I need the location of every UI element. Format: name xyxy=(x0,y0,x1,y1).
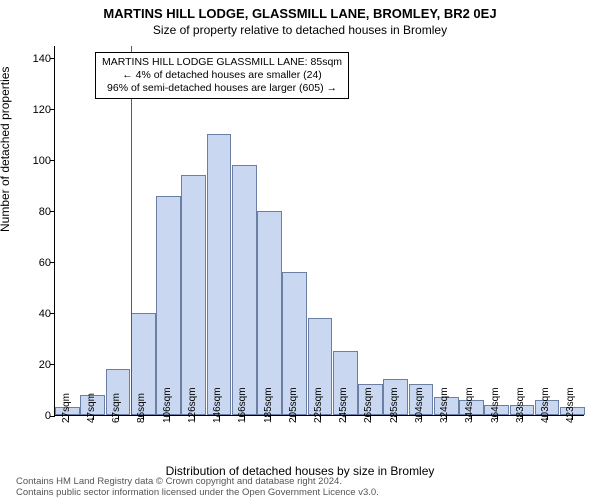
xtick-label: 324sqm xyxy=(439,387,450,423)
credit-text: Contains HM Land Registry data © Crown c… xyxy=(16,477,379,498)
xtick-label: 344sqm xyxy=(464,387,475,423)
ytick-label: 140 xyxy=(33,53,51,65)
histogram-bar xyxy=(181,175,206,415)
xtick-label: 304sqm xyxy=(414,387,425,423)
xtick-label: 364sqm xyxy=(490,387,501,423)
annotation-line3: 96% of semi-detached houses are larger (… xyxy=(102,82,342,95)
credit-line2: Contains public sector information licen… xyxy=(16,488,379,498)
xtick-label: 47sqm xyxy=(86,393,97,423)
y-axis-label: Number of detached properties xyxy=(0,67,12,232)
xtick-label: 126sqm xyxy=(187,387,198,423)
histogram-bar xyxy=(232,165,257,415)
xtick-label: 225sqm xyxy=(313,387,324,423)
annotation-box: MARTINS HILL LODGE GLASSMILL LANE: 85sqm… xyxy=(95,52,349,99)
ytick-label: 40 xyxy=(39,308,51,320)
ytick-label: 20 xyxy=(39,359,51,371)
annotation-line2: ← 4% of detached houses are smaller (24) xyxy=(102,69,342,82)
xtick-label: 265sqm xyxy=(363,387,374,423)
plot-area: 02040608010012014027sqm47sqm67sqm86sqm10… xyxy=(54,46,584,416)
histogram-bar xyxy=(257,211,282,415)
chart-title-main: MARTINS HILL LODGE, GLASSMILL LANE, BROM… xyxy=(0,0,600,21)
chart-title-sub: Size of property relative to detached ho… xyxy=(0,21,600,37)
credit-line1: Contains HM Land Registry data © Crown c… xyxy=(16,477,379,487)
xtick-label: 86sqm xyxy=(136,393,147,423)
xtick-label: 67sqm xyxy=(111,393,122,423)
xtick-label: 106sqm xyxy=(162,387,173,423)
xtick-label: 383sqm xyxy=(515,387,526,423)
xtick-label: 185sqm xyxy=(263,387,274,423)
histogram-bar xyxy=(207,134,232,415)
ytick-label: 120 xyxy=(33,104,51,116)
xtick-label: 146sqm xyxy=(212,387,223,423)
xtick-label: 403sqm xyxy=(540,387,551,423)
xtick-label: 423sqm xyxy=(565,387,576,423)
ytick-label: 80 xyxy=(39,206,51,218)
xtick-label: 245sqm xyxy=(338,387,349,423)
xtick-label: 27sqm xyxy=(61,393,72,423)
xtick-label: 205sqm xyxy=(288,387,299,423)
histogram-bar xyxy=(156,196,181,415)
marker-line xyxy=(131,46,133,415)
ytick-label: 100 xyxy=(33,155,51,167)
ytick-label: 0 xyxy=(45,410,51,422)
xtick-label: 166sqm xyxy=(237,387,248,423)
xtick-label: 285sqm xyxy=(389,387,400,423)
ytick-label: 60 xyxy=(39,257,51,269)
annotation-line1: MARTINS HILL LODGE GLASSMILL LANE: 85sqm xyxy=(102,56,342,69)
